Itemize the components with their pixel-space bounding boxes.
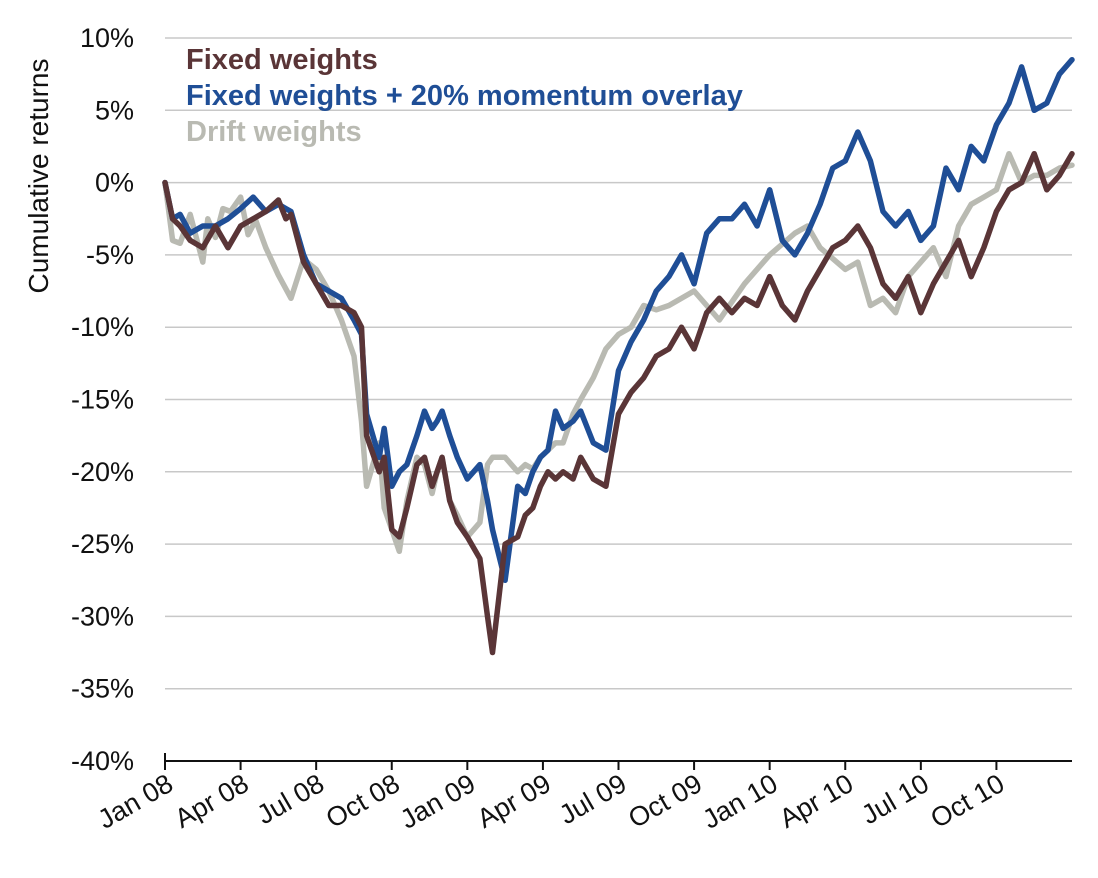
y-tick-label: 5% — [95, 95, 134, 125]
y-tick-label: -10% — [71, 312, 134, 342]
y-tick-label: -40% — [71, 746, 134, 776]
y-tick-label: -20% — [71, 457, 134, 487]
y-tick-label: -5% — [86, 240, 134, 270]
x-tick-label: Jan 10 — [697, 768, 782, 835]
series-line-fixed-weights — [162, 150, 1075, 656]
y-tick-label: -30% — [71, 601, 134, 631]
legend-entry: Fixed weights + 20% momentum overlay — [186, 80, 743, 112]
x-tick-label: Jan 08 — [93, 768, 178, 835]
legend-entry: Drift weights — [186, 116, 362, 148]
x-tick-label: Jan 09 — [395, 768, 480, 835]
y-tick-label: -15% — [71, 385, 134, 415]
y-tick-label: 10% — [80, 23, 134, 53]
x-tick-label: Jul 09 — [554, 768, 631, 830]
x-tick-label: Oct 08 — [321, 768, 405, 834]
series-layer — [162, 56, 1075, 656]
grid-layer — [165, 37, 1072, 690]
x-tick-label: Oct 10 — [926, 768, 1010, 834]
y-axis-title: Cumulative returns — [23, 59, 54, 294]
legend: Fixed weights Fixed weights + 20% momentu… — [186, 44, 743, 148]
x-tick-label: Apr 08 — [170, 768, 254, 834]
y-tick-label: -35% — [71, 674, 134, 704]
x-tick-label: Apr 10 — [774, 768, 858, 834]
x-tick-label: Apr 09 — [472, 768, 556, 834]
x-tick-label: Jul 08 — [252, 768, 329, 830]
legend-entry: Fixed weights — [186, 44, 378, 76]
y-tick-label: -25% — [71, 529, 134, 559]
y-tick-label: 0% — [95, 168, 134, 198]
x-tick-label: Oct 09 — [623, 768, 707, 834]
x-tick-label: Jul 10 — [856, 768, 933, 830]
axis-layer: 10%5%0%-5%-10%-15%-20%-25%-30%-35%-40%Ja… — [71, 23, 1072, 835]
